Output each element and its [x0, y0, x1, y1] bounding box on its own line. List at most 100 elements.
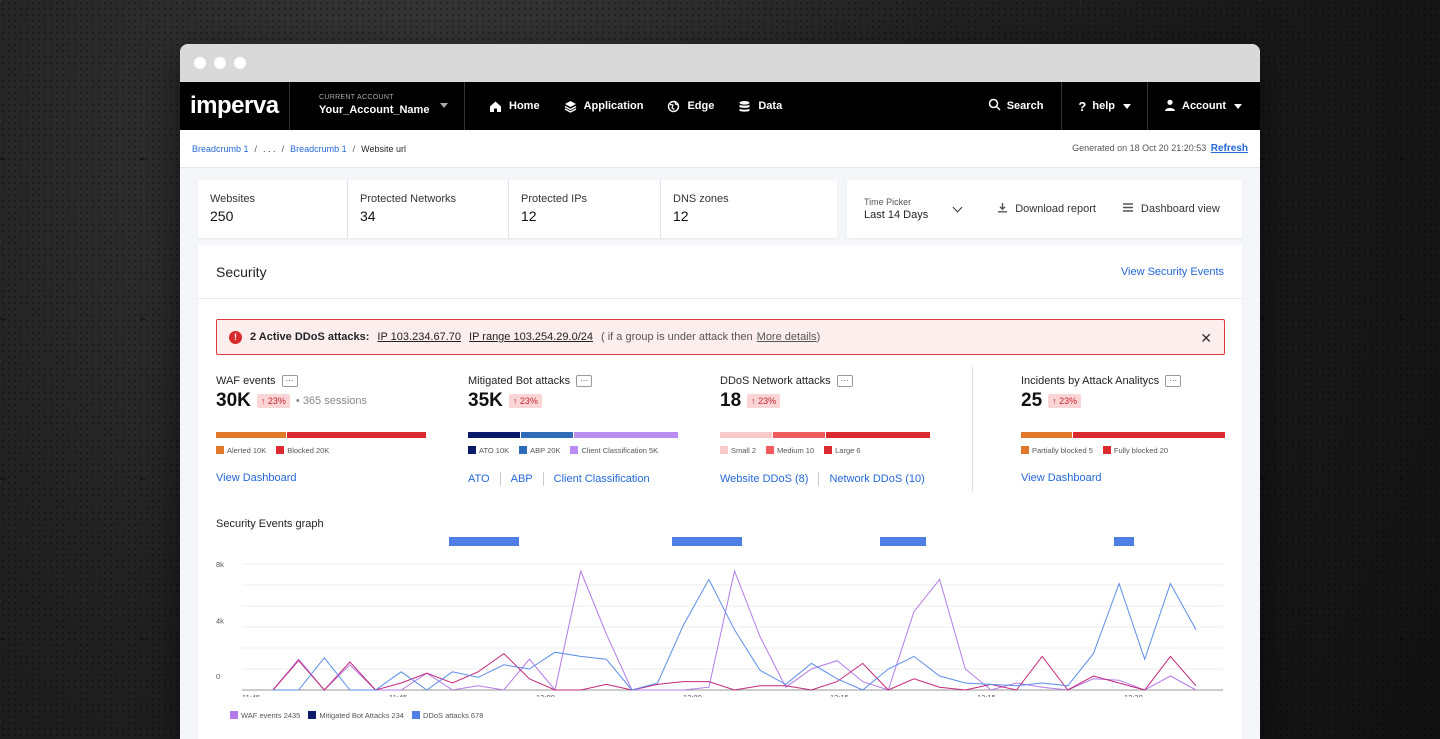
- account-switcher[interactable]: CURRENT ACCOUNT Your_Account_Name: [290, 82, 465, 130]
- bar-segment: [286, 432, 426, 438]
- chevron-down-icon[interactable]: [952, 202, 963, 212]
- nav-data[interactable]: Data: [738, 100, 782, 113]
- alert-note-end: ): [816, 331, 821, 343]
- user-icon: [1164, 99, 1176, 114]
- nav-edge[interactable]: Edge: [667, 100, 714, 113]
- stat-websites[interactable]: Websites 250: [198, 180, 348, 238]
- attack-period-marker[interactable]: [672, 537, 742, 546]
- website-ddos-link[interactable]: Website DDoS (8): [720, 473, 809, 485]
- alert-note: ( if a group is under attack then: [601, 331, 753, 343]
- y-tick-label: 8k: [216, 560, 224, 569]
- more-options-icon[interactable]: ···: [836, 375, 853, 387]
- legend-label: ABP 20K: [530, 446, 561, 455]
- refresh-link[interactable]: Refresh: [1210, 143, 1248, 154]
- stat-protected-networks[interactable]: Protected Networks 34: [348, 180, 509, 238]
- change-badge: ↑ 23%: [256, 394, 290, 408]
- time-picker-label: Time Picker: [864, 197, 912, 207]
- legend-label: Medium 10: [777, 446, 815, 455]
- dashboard-view-button[interactable]: Dashboard view: [1122, 202, 1220, 216]
- legend-swatch: [230, 711, 238, 719]
- series-line[interactable]: [272, 652, 1197, 691]
- alert-range-link[interactable]: IP range 103.254.29.0/24: [469, 331, 593, 343]
- attack-period-marker[interactable]: [449, 537, 519, 546]
- stat-dns-zones[interactable]: DNS zones 12: [661, 180, 837, 238]
- chevron-down-icon: [440, 103, 448, 108]
- time-picker[interactable]: Time Picker Last 14 Days: [864, 197, 928, 221]
- view-security-events-link[interactable]: View Security Events: [1120, 265, 1224, 278]
- legend-swatch: [570, 446, 579, 454]
- more-details-link[interactable]: More details: [756, 331, 817, 343]
- legend-swatch: [766, 446, 775, 454]
- legend-item: Alerted 10K: [216, 446, 266, 455]
- attack-period-marker[interactable]: [880, 537, 926, 546]
- breadcrumb-ellipsis[interactable]: . . .: [263, 143, 276, 154]
- breadcrumb-bar: Breadcrumb 1 / . . . / Breadcrumb 1 / We…: [180, 130, 1260, 168]
- nav-edge-label: Edge: [687, 100, 715, 112]
- metric-waf-events: WAF events ··· 30K ↑ 23% • 365 sessions A…: [216, 375, 426, 484]
- search-label: Search: [1006, 100, 1044, 112]
- window-dot-maximize[interactable]: [234, 57, 246, 69]
- breadcrumb-item-2[interactable]: Breadcrumb 1: [290, 143, 347, 154]
- imperva-logo[interactable]: imperva: [180, 82, 290, 130]
- client-classification-link[interactable]: Client Classification: [553, 473, 650, 485]
- more-options-icon[interactable]: ···: [1165, 375, 1182, 387]
- metrics-divider: [972, 367, 973, 491]
- series-line[interactable]: [273, 578, 1197, 691]
- attack-period-marker[interactable]: [1114, 537, 1134, 546]
- stat-label: Websites: [210, 193, 256, 205]
- nav-home[interactable]: Home: [489, 100, 540, 113]
- close-icon[interactable]: ✕: [1200, 330, 1212, 346]
- legend-swatch: [468, 446, 476, 454]
- stat-protected-ips[interactable]: Protected IPs 12: [509, 180, 661, 238]
- view-dashboard-link[interactable]: View Dashboard: [216, 472, 297, 484]
- legend-item[interactable]: Mitigated Bot Attacks 234: [308, 711, 404, 720]
- chart-legend: WAF events 2435 Mitigated Bot Attacks 234…: [230, 711, 483, 720]
- security-title: Security: [216, 263, 267, 280]
- metric-value: 18: [720, 390, 742, 411]
- metric-value: 35K: [468, 390, 503, 411]
- nav-links: Home Application Edge Data: [465, 100, 972, 113]
- bar-segment: [1021, 432, 1072, 438]
- view-dashboard-link[interactable]: View Dashboard: [1021, 472, 1102, 484]
- legend-swatch: [411, 711, 420, 719]
- breadcrumb-item-1[interactable]: Breadcrumb 1: [192, 143, 249, 154]
- security-events-chart[interactable]: 8k 4k 0 11:45 11:45 12:00 12:00 12:15 12:15 12:30: [216, 537, 1226, 697]
- toolbar: Time Picker Last 14 Days Download report…: [847, 180, 1242, 238]
- nav-application[interactable]: Application: [564, 100, 644, 113]
- segment-bar: [720, 432, 930, 438]
- account-menu[interactable]: Account: [1147, 82, 1260, 130]
- help-menu[interactable]: ? help: [1061, 82, 1147, 130]
- window-dot-close[interactable]: [194, 57, 206, 69]
- more-options-icon[interactable]: ···: [576, 375, 593, 387]
- metric-bot-attacks: Mitigated Bot attacks ··· 35K ↑ 23% ATO 1…: [468, 375, 678, 486]
- metric-links: ATO ABP Client Classification: [468, 472, 678, 486]
- legend-item[interactable]: DDoS attacks 678: [411, 711, 483, 720]
- y-tick-label: 0: [216, 672, 220, 681]
- legend-item: Large 6: [824, 446, 861, 455]
- list-icon: [1122, 202, 1134, 216]
- metric-links: View Dashboard: [1021, 472, 1225, 484]
- abp-link[interactable]: ABP: [510, 473, 533, 485]
- legend-label: Client Classification 5K: [581, 446, 659, 455]
- network-ddos-link[interactable]: Network DDoS (10): [829, 473, 925, 485]
- legend-swatch: [216, 446, 224, 454]
- security-header: Security View Security Events: [198, 245, 1242, 299]
- legend-label: Blocked 20K: [287, 446, 330, 455]
- metric-value: 30K: [216, 390, 251, 411]
- sessions-count: • 365 sessions: [295, 395, 368, 407]
- more-options-icon[interactable]: ···: [281, 375, 298, 387]
- change-value: 23%: [1059, 396, 1078, 406]
- account-label: CURRENT ACCOUNT: [319, 94, 394, 101]
- ato-link[interactable]: ATO: [468, 473, 490, 485]
- legend-item[interactable]: WAF events 2435: [230, 711, 300, 720]
- window-titlebar: [180, 44, 1260, 82]
- download-report-button[interactable]: Download report: [997, 202, 1096, 216]
- nav-application-label: Application: [583, 100, 644, 112]
- breadcrumb: Breadcrumb 1 / . . . / Breadcrumb 1 / We…: [192, 144, 406, 154]
- bar-segment: [468, 432, 520, 438]
- nav-data-label: Data: [758, 100, 783, 112]
- window-dot-minimize[interactable]: [214, 57, 226, 69]
- alert-ip-link[interactable]: IP 103.234.67.70: [377, 331, 462, 343]
- breadcrumb-separator: /: [281, 143, 285, 154]
- search-button[interactable]: Search: [972, 82, 1062, 130]
